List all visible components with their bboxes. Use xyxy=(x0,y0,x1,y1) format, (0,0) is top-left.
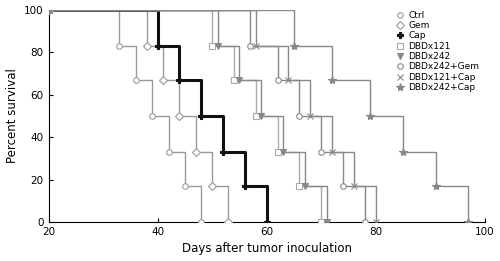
Line: DBDx121+Cap: DBDx121+Cap xyxy=(45,6,379,226)
Cap xyxy=(198,114,204,117)
DBDx242+Gem xyxy=(340,184,346,187)
Ctrl xyxy=(198,221,204,224)
Ctrl xyxy=(116,44,122,47)
DBDx242 xyxy=(214,44,220,47)
Line: Gem: Gem xyxy=(46,7,231,225)
DBDx121+Cap xyxy=(46,8,52,11)
Cap xyxy=(176,78,182,81)
Line: DBDx242+Gem: DBDx242+Gem xyxy=(46,7,368,225)
DBDx121 xyxy=(231,78,237,81)
Cap xyxy=(46,8,52,11)
DBDx121+Cap xyxy=(307,114,313,117)
Cap xyxy=(264,221,270,224)
Line: Ctrl: Ctrl xyxy=(46,7,204,225)
Gem xyxy=(176,114,182,117)
Line: DBDx121: DBDx121 xyxy=(46,7,324,225)
Gem xyxy=(160,78,166,81)
Legend: Ctrl, Gem, Cap, DBDx121, DBDx242, DBDx242+Gem, DBDx121+Cap, DBDx242+Cap: Ctrl, Gem, Cap, DBDx121, DBDx242, DBDx24… xyxy=(394,10,480,93)
Ctrl xyxy=(149,114,155,117)
Cap xyxy=(154,44,160,47)
Y-axis label: Percent survival: Percent survival xyxy=(6,68,18,163)
Ctrl xyxy=(133,78,139,81)
DBDx242+Gem xyxy=(46,8,52,11)
DBDx242+Cap xyxy=(466,221,471,224)
Line: DBDx242: DBDx242 xyxy=(46,7,330,225)
DBDx121 xyxy=(274,150,280,153)
DBDx242+Gem xyxy=(318,150,324,153)
DBDx121 xyxy=(46,8,52,11)
DBDx242+Cap xyxy=(432,184,438,187)
Ctrl xyxy=(182,184,188,187)
DBDx242 xyxy=(302,184,308,187)
DBDx242+Gem xyxy=(296,114,302,117)
DBDx242+Gem xyxy=(248,44,254,47)
DBDx242 xyxy=(280,150,286,153)
DBDx242+Cap xyxy=(329,78,335,81)
DBDx242+Cap xyxy=(291,44,297,47)
Gem xyxy=(226,221,232,224)
Ctrl xyxy=(166,150,172,153)
DBDx242 xyxy=(258,114,264,117)
DBDx121+Cap xyxy=(252,44,258,47)
DBDx242 xyxy=(236,78,242,81)
X-axis label: Days after tumor inoculation: Days after tumor inoculation xyxy=(182,242,352,256)
DBDx242 xyxy=(324,221,330,224)
DBDx121+Cap xyxy=(351,184,357,187)
Cap xyxy=(242,184,248,187)
DBDx121 xyxy=(318,221,324,224)
Cap xyxy=(220,150,226,153)
DBDx121+Cap xyxy=(286,78,292,81)
DBDx121 xyxy=(296,184,302,187)
DBDx242+Cap xyxy=(46,8,52,11)
DBDx242+Gem xyxy=(362,221,368,224)
Gem xyxy=(46,8,52,11)
DBDx242+Cap xyxy=(367,114,373,117)
Ctrl xyxy=(46,8,52,11)
Gem xyxy=(209,184,215,187)
Line: Cap: Cap xyxy=(45,6,270,226)
DBDx242+Gem xyxy=(274,78,280,81)
DBDx242+Cap xyxy=(400,150,406,153)
DBDx121 xyxy=(252,114,258,117)
Line: DBDx242+Cap: DBDx242+Cap xyxy=(44,5,472,226)
DBDx121 xyxy=(209,44,215,47)
DBDx121+Cap xyxy=(329,150,335,153)
Gem xyxy=(193,150,199,153)
DBDx121+Cap xyxy=(372,221,378,224)
DBDx242 xyxy=(46,8,52,11)
Gem xyxy=(144,44,150,47)
